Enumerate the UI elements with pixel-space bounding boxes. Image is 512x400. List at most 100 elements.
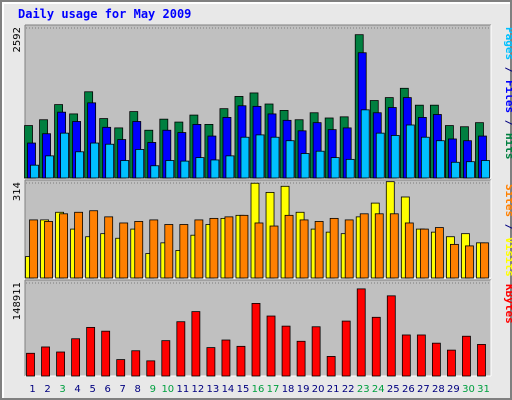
bar-pages-day-8 bbox=[135, 149, 145, 179]
day-tick-11: 11 bbox=[176, 384, 189, 395]
day-tick-20: 20 bbox=[312, 384, 325, 395]
bar-pages-day-26 bbox=[405, 124, 415, 179]
bar-kbytes-day-2 bbox=[41, 346, 50, 377]
axis-label-kbytes: KBytes bbox=[503, 284, 512, 324]
day-tick-3: 3 bbox=[59, 384, 65, 395]
bar-sites-day-30 bbox=[465, 245, 474, 279]
bar-pages-day-7 bbox=[120, 160, 130, 179]
bar-sites-day-11 bbox=[179, 224, 189, 279]
axis-label-part: / bbox=[503, 113, 512, 133]
bar-sites-day-7 bbox=[119, 222, 129, 279]
day-tick-24: 24 bbox=[372, 384, 385, 395]
bar-sites-day-2 bbox=[44, 221, 53, 279]
bar-kbytes-day-17 bbox=[266, 315, 276, 377]
bar-pages-day-2 bbox=[45, 155, 54, 179]
bar-kbytes-day-30 bbox=[462, 335, 471, 377]
bar-sites-day-6 bbox=[104, 216, 114, 279]
axis-label-part: Hits bbox=[503, 133, 512, 160]
bar-sites-day-15 bbox=[239, 214, 249, 279]
bar-pages-day-14 bbox=[225, 155, 235, 179]
bar-pages-day-4 bbox=[75, 151, 85, 179]
day-tick-14: 14 bbox=[222, 384, 235, 395]
bar-pages-day-11 bbox=[180, 160, 190, 179]
day-tick-15: 15 bbox=[237, 384, 250, 395]
bar-sites-day-31 bbox=[480, 242, 489, 279]
bar-pages-day-27 bbox=[420, 136, 430, 179]
day-tick-8: 8 bbox=[135, 384, 141, 395]
bar-kbytes-day-15 bbox=[236, 345, 246, 377]
bar-kbytes-day-19 bbox=[296, 340, 306, 377]
bar-kbytes-day-1 bbox=[26, 352, 35, 377]
day-tick-9: 9 bbox=[150, 384, 156, 395]
bar-kbytes-day-9 bbox=[146, 360, 156, 377]
axis-label-part: Visits bbox=[503, 237, 512, 277]
bar-sites-day-23 bbox=[359, 213, 369, 279]
day-tick-29: 29 bbox=[447, 384, 460, 395]
bar-kbytes-day-28 bbox=[431, 342, 441, 377]
bar-pages-day-30 bbox=[466, 161, 475, 179]
axis-label-part: / bbox=[503, 217, 512, 237]
day-tick-22: 22 bbox=[342, 384, 355, 395]
day-tick-4: 4 bbox=[74, 384, 80, 395]
chart-title: Daily usage for May 2009 bbox=[18, 7, 192, 21]
day-tick-31: 31 bbox=[477, 384, 490, 395]
y-max-label: 2592 bbox=[12, 27, 23, 52]
bar-sites-day-16 bbox=[254, 222, 264, 279]
bar-kbytes-day-31 bbox=[477, 344, 486, 377]
bar-sites-day-25 bbox=[389, 213, 399, 279]
bar-pages-day-5 bbox=[90, 142, 100, 179]
day-tick-27: 27 bbox=[417, 384, 430, 395]
y-max-label: 314 bbox=[12, 182, 23, 201]
axis-label-part: Sites bbox=[503, 184, 512, 217]
bar-pages-day-18 bbox=[285, 140, 295, 179]
axis-label-hits-files-pages: Pages / Files / Hits bbox=[503, 27, 512, 160]
bar-kbytes-day-22 bbox=[341, 320, 351, 377]
bar-pages-day-25 bbox=[390, 135, 400, 179]
bar-pages-day-9 bbox=[150, 165, 160, 179]
day-tick-21: 21 bbox=[327, 384, 340, 395]
bar-sites-day-19 bbox=[299, 219, 309, 279]
bar-pages-day-16 bbox=[255, 134, 265, 179]
day-tick-30: 30 bbox=[462, 384, 475, 395]
y-max-label: 148911 bbox=[12, 282, 23, 320]
day-tick-13: 13 bbox=[207, 384, 220, 395]
bar-sites-day-3 bbox=[59, 213, 68, 279]
bar-kbytes-day-5 bbox=[86, 326, 96, 377]
bar-sites-day-21 bbox=[329, 217, 339, 279]
bar-sites-day-17 bbox=[269, 225, 279, 279]
bar-pages-day-29 bbox=[451, 161, 460, 179]
axis-label-part: Pages bbox=[503, 27, 512, 60]
day-tick-16: 16 bbox=[252, 384, 265, 395]
day-tick-6: 6 bbox=[104, 384, 110, 395]
day-tick-25: 25 bbox=[387, 384, 400, 395]
bar-pages-day-31 bbox=[481, 160, 490, 179]
bar-sites-day-8 bbox=[134, 221, 144, 279]
bar-kbytes-day-14 bbox=[221, 339, 231, 377]
bar-sites-day-28 bbox=[434, 227, 444, 279]
day-tick-19: 19 bbox=[297, 384, 310, 395]
day-tick-1: 1 bbox=[29, 384, 35, 395]
bar-kbytes-day-27 bbox=[416, 334, 426, 377]
bar-kbytes-day-10 bbox=[161, 340, 171, 377]
bar-pages-day-24 bbox=[375, 132, 385, 179]
bar-pages-day-10 bbox=[165, 160, 175, 179]
bar-sites-day-27 bbox=[419, 228, 429, 279]
bar-sites-day-20 bbox=[314, 221, 324, 279]
bar-pages-day-15 bbox=[240, 136, 250, 179]
bar-pages-day-20 bbox=[315, 150, 325, 179]
bar-pages-day-12 bbox=[195, 157, 205, 179]
axis-label-part: KBytes bbox=[503, 284, 512, 324]
bar-pages-day-1 bbox=[30, 164, 39, 179]
bar-pages-day-23 bbox=[360, 109, 370, 179]
day-tick-28: 28 bbox=[432, 384, 445, 395]
bar-pages-day-13 bbox=[210, 159, 220, 179]
bar-pages-day-17 bbox=[270, 136, 280, 179]
bar-sites-day-1 bbox=[29, 219, 38, 279]
bar-pages-day-19 bbox=[300, 153, 310, 179]
axis-label-part: / bbox=[503, 60, 512, 80]
bar-pages-day-21 bbox=[330, 157, 340, 179]
bar-pages-day-3 bbox=[60, 132, 69, 179]
bar-sites-day-22 bbox=[344, 219, 354, 279]
bar-kbytes-day-24 bbox=[371, 316, 381, 377]
bar-kbytes-day-25 bbox=[386, 295, 396, 377]
